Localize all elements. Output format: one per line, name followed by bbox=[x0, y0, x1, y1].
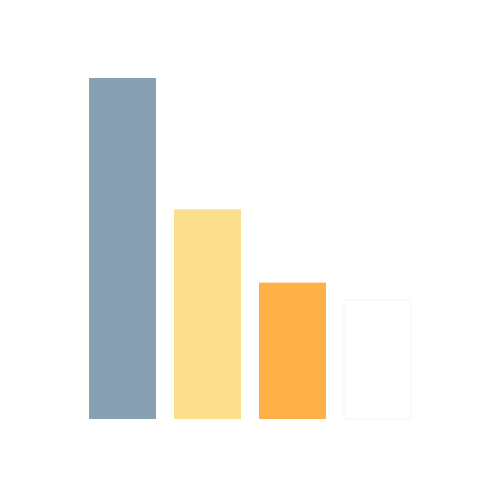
bars-group bbox=[89, 78, 412, 420]
bar-3 bbox=[259, 282, 326, 419]
bar-1 bbox=[89, 78, 156, 419]
bar-2 bbox=[174, 209, 241, 419]
bar-4 bbox=[343, 299, 412, 420]
